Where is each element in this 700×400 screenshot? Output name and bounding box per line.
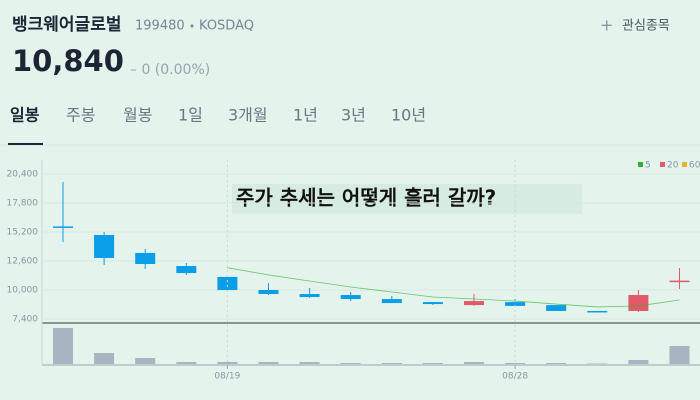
market: KOSDAQ bbox=[199, 19, 254, 34]
tab[interactable]: 주봉 bbox=[66, 106, 95, 125]
candle-body bbox=[669, 280, 690, 283]
volume-bar bbox=[340, 363, 361, 364]
active-tab-underline bbox=[8, 143, 43, 145]
annotation: 주가 추세는 어떻게 흘러 갈까? bbox=[236, 186, 496, 210]
candle-body bbox=[217, 276, 238, 290]
annotation-bg bbox=[232, 184, 582, 214]
volume-bar bbox=[587, 363, 608, 364]
candle-body bbox=[505, 302, 526, 306]
y-tick-label: 20,400 bbox=[7, 170, 39, 180]
moving-average bbox=[227, 267, 680, 308]
candle-body bbox=[546, 305, 567, 311]
stock-code: 199480 bbox=[135, 19, 185, 34]
candle-body bbox=[94, 235, 115, 258]
change: – 0 (0.00%) bbox=[130, 62, 210, 78]
watch-label: 관심종목 bbox=[622, 19, 670, 34]
tab[interactable]: 3개월 bbox=[228, 106, 268, 125]
candle-body bbox=[422, 302, 443, 305]
legend-swatch bbox=[638, 162, 643, 167]
candle-body bbox=[258, 290, 279, 295]
volume-bar bbox=[94, 353, 115, 364]
legend-label: 60 bbox=[689, 161, 700, 171]
y-tick-label: 15,200 bbox=[7, 228, 39, 238]
separator bbox=[190, 24, 194, 28]
tab[interactable]: 1년 bbox=[293, 106, 318, 125]
volume-bar bbox=[299, 362, 320, 364]
stock-name: 뱅크웨어글로벌 bbox=[12, 15, 121, 35]
candle-body bbox=[176, 266, 197, 274]
y-tick-label: 7,400 bbox=[12, 315, 38, 325]
legend-label: 20 bbox=[667, 161, 679, 171]
legend-swatch bbox=[682, 162, 687, 167]
watch-button[interactable]: + 관심종목 bbox=[600, 16, 670, 35]
candle-body bbox=[135, 252, 156, 265]
tabs: 일봉 주봉 월봉 1일 3개월 1년 3년 10년 bbox=[10, 106, 426, 125]
tab[interactable]: 10년 bbox=[391, 106, 426, 125]
candle-body bbox=[299, 294, 320, 298]
x-tick-label: 08/19 bbox=[214, 372, 240, 382]
y-tick-label: 12,600 bbox=[7, 257, 39, 267]
volume-bar bbox=[669, 346, 690, 364]
candle-body bbox=[381, 299, 402, 304]
volume-bar bbox=[505, 363, 526, 364]
tab[interactable]: 3년 bbox=[341, 106, 366, 125]
tab[interactable]: 일봉 bbox=[10, 106, 40, 125]
volume-bar bbox=[53, 328, 73, 364]
candle-body bbox=[587, 310, 608, 313]
price: 10,840 bbox=[12, 44, 124, 78]
legend-swatch bbox=[660, 162, 665, 167]
legend-label: 5 bbox=[645, 161, 651, 171]
volume-bar bbox=[135, 358, 156, 364]
x-tick-label: 08/28 bbox=[502, 372, 528, 382]
candle-body bbox=[53, 226, 73, 228]
volume-bar bbox=[628, 360, 649, 364]
volume-bar bbox=[464, 362, 484, 364]
volume-bar bbox=[176, 362, 197, 364]
volume-bar bbox=[546, 363, 567, 364]
tab[interactable]: 1일 bbox=[178, 106, 203, 125]
y-tick-label: 17,800 bbox=[7, 199, 39, 209]
plus-icon: + bbox=[600, 16, 613, 35]
candle-body bbox=[628, 295, 649, 311]
volume-bar bbox=[258, 362, 279, 364]
y-tick-label: 10,000 bbox=[7, 286, 39, 296]
volume-bar bbox=[217, 362, 238, 364]
candle-body bbox=[464, 301, 484, 306]
volume-bar bbox=[422, 363, 443, 364]
volume-bar bbox=[381, 363, 402, 364]
candle-body bbox=[340, 295, 361, 300]
tab[interactable]: 월봉 bbox=[123, 106, 152, 125]
